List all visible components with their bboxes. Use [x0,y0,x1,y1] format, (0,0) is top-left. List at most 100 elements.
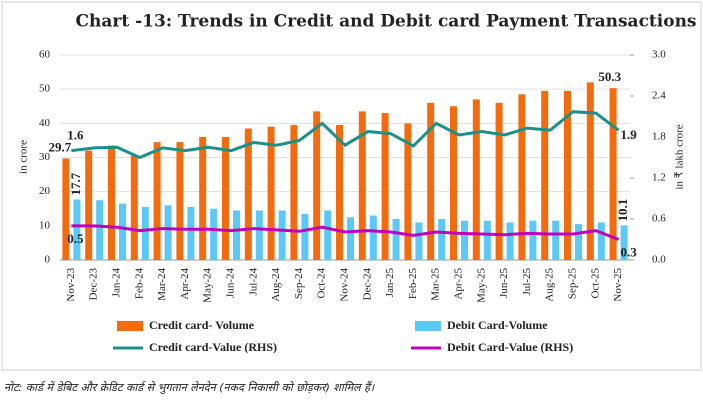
x-tick-label: May-25 [475,268,487,303]
y-tick-label: 60 [39,49,51,61]
bar [529,220,537,260]
bar [358,111,366,260]
y-tick-label: 20 [39,185,51,197]
bar [130,155,138,260]
bar [564,90,571,260]
bar [267,126,275,260]
x-tick-label: Dec-24 [361,268,373,301]
bar [506,222,514,260]
x-tick-label: Mar-25 [430,268,442,301]
x-tick-label: Jul-24 [247,268,259,296]
bar [164,205,172,260]
x-tick-label: Aug-24 [270,268,282,302]
y-tick-label: 40 [39,117,51,129]
bar [62,158,70,260]
x-tick-label: Nov-25 [612,268,624,302]
y-tick-label: 0 [45,254,51,266]
footnote: नोट: कार्ड में डेबिट और क्रेडिट कार्ड से… [4,381,375,394]
x-tick-label: Dec-23 [88,268,100,301]
x-tick-label: Nov-23 [65,268,77,302]
bar [313,111,321,260]
bar [210,208,218,260]
bar [108,145,115,260]
x-tick-label: Feb-25 [407,268,419,300]
y-tick-label: 30 [39,151,51,163]
bar [187,207,195,260]
x-tick-label: Jan-25 [384,268,396,298]
bar [233,210,240,260]
x-tick-label: Jun-25 [498,268,510,298]
bar [301,213,309,260]
bar [609,88,617,261]
bar [552,220,560,260]
y2-tick-label: 0.0 [652,254,666,266]
x-tick-label: May-24 [202,268,214,303]
bar [438,219,446,260]
bar [73,199,81,260]
bar [255,210,263,260]
bar [450,106,457,260]
bar [119,203,126,260]
y-tick-label: 10 [39,219,51,231]
y2-tick-label: 0.6 [652,213,666,225]
bar [176,142,184,260]
bar [324,210,332,260]
bar [575,224,582,260]
bar [415,222,423,260]
bar [586,82,594,260]
x-tick-label: Oct-25 [589,268,601,299]
bar [153,142,161,260]
bar [495,102,503,260]
bar [620,225,628,260]
y2-tick-label: 1.2 [652,172,666,184]
bar [392,219,400,260]
x-tick-label: Mar-24 [156,268,168,301]
x-tick-label: Nov-24 [339,268,351,302]
y2-axis-label: in ₹ lakh crore [674,124,686,189]
bar [85,150,93,260]
line [71,110,620,160]
legend-label: Credit card- Volume [149,318,255,332]
data-label: 17.7 [68,172,83,195]
bar [472,99,480,261]
bar [597,222,605,260]
bar [278,210,286,260]
data-label: 0.3 [620,244,637,259]
chart-title: Chart -13: Trends in Credit and Debit ca… [75,12,696,32]
bar [222,137,229,260]
bar [244,128,252,260]
y2-tick-label: 2.4 [652,90,666,102]
y2-tick-label: 3.0 [652,49,666,61]
legend-label: Debit Card-Value (RHS) [447,340,573,354]
line [71,224,620,241]
data-label: 0.5 [67,231,84,246]
y-axis-label: in crore [18,140,30,174]
data-label: 10.1 [615,199,630,222]
chart-border [1,1,702,371]
x-tick-label: Sep-25 [567,268,579,300]
data-label: 1.6 [67,128,84,143]
bar [381,113,389,260]
bar [404,123,412,260]
bar [290,125,298,261]
y2-tick-label: 1.8 [652,131,666,143]
data-label: 50.3 [598,69,621,84]
y-tick-label: 50 [39,83,51,95]
bar [427,102,435,260]
data-label: 29.7 [49,140,72,155]
bar [199,137,207,260]
x-tick-label: Jan-24 [111,268,123,298]
x-tick-label: Feb-24 [133,268,145,300]
x-tick-label: Jul-25 [521,268,533,296]
bar [518,94,526,261]
bar [541,90,549,260]
bar [96,200,104,260]
bar [141,207,149,260]
bar [483,220,491,260]
bar [369,215,377,260]
legend-swatch [415,321,441,331]
x-tick-label: Oct-24 [316,268,328,299]
x-tick-label: Jun-24 [225,268,237,298]
legend-label: Credit card-Value (RHS) [149,340,277,354]
